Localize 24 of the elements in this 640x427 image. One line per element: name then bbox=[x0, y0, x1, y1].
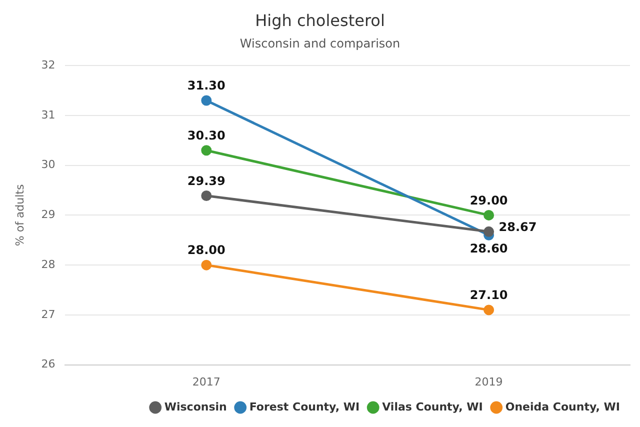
y-axis-title: % of adults bbox=[13, 184, 26, 246]
chart-title: High cholesterol bbox=[255, 10, 385, 30]
data-label: 30.30 bbox=[187, 128, 226, 142]
data-label: 31.30 bbox=[187, 78, 226, 93]
x-tick-label: 2019 bbox=[474, 375, 503, 388]
y-tick-label: 28 bbox=[41, 258, 56, 271]
legend-label: Vilas County, WI bbox=[382, 400, 483, 414]
x-tick-label: 2017 bbox=[192, 375, 220, 388]
data-label: 28.60 bbox=[470, 241, 508, 256]
chart-subtitle: Wisconsin and comparison bbox=[240, 36, 400, 51]
data-label: 28.67 bbox=[498, 220, 537, 234]
y-tick-label: 27 bbox=[41, 308, 56, 321]
legend-label: Forest County, WI bbox=[249, 400, 360, 414]
data-label: 29.00 bbox=[470, 193, 508, 208]
data-label: 27.10 bbox=[470, 288, 508, 302]
y-tick-label: 29 bbox=[41, 208, 56, 222]
legend-label: Wisconsin bbox=[164, 400, 227, 414]
data-label: 28.00 bbox=[187, 243, 226, 258]
y-tick-label: 30 bbox=[41, 158, 56, 172]
data-label: 29.39 bbox=[187, 174, 226, 188]
y-tick-label: 31 bbox=[41, 108, 56, 122]
y-tick-label: 26 bbox=[41, 358, 56, 371]
legend-label: Oneida County, WI bbox=[505, 400, 620, 414]
y-tick-label: 32 bbox=[41, 58, 56, 72]
